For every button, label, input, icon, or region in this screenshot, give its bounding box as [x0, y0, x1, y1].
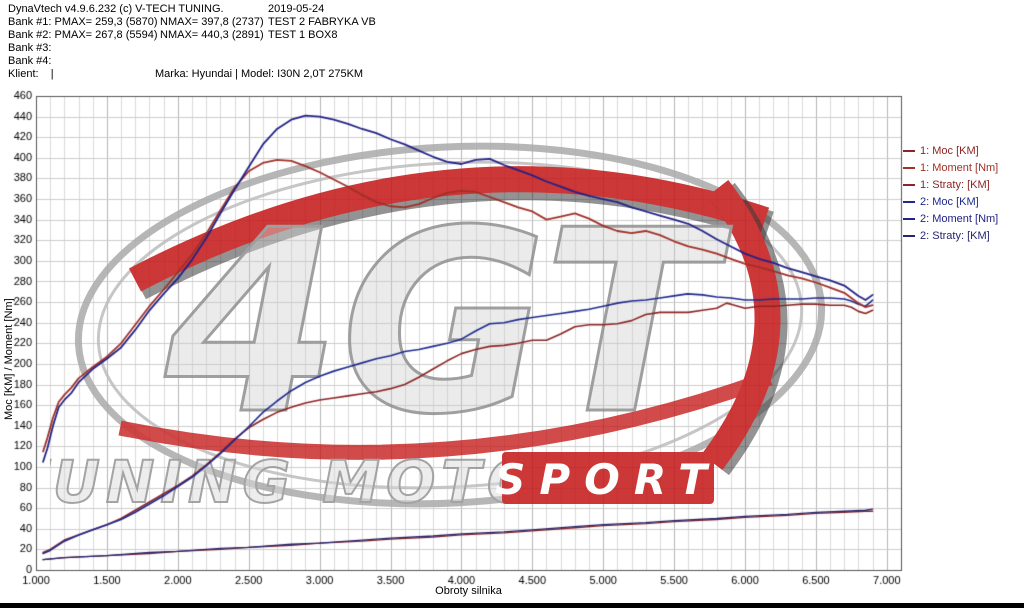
klient-label: Klient: | — [8, 68, 54, 80]
legend-item-1-straty: 1: Straty: [KM] — [903, 176, 998, 193]
legend-item-2-straty: 2: Straty: [KM] — [903, 227, 998, 244]
legend-item-1-moment: 1: Moment [Nm] — [903, 159, 998, 176]
bank1-test-name: TEST 2 FABRYKA VB — [268, 16, 376, 28]
legend-label: 1: Straty: [KM] — [920, 178, 990, 191]
bank3-label: Bank #3: — [8, 42, 52, 54]
legend-line-swatch — [903, 217, 915, 220]
session-date: 2019-05-24 — [268, 3, 325, 15]
y-axis-title: Moc [KM] / Moment [Nm] — [3, 298, 15, 420]
dyno-chart: 4GT TUNING MOTOR SPORT Obroty silnika Mo… — [0, 90, 1024, 603]
vehicle-info: Marka: Hyundai | Model: I30N 2,0T 275KM — [155, 68, 364, 80]
legend-line-swatch — [903, 183, 915, 186]
legend-label: 1: Moc [KM] — [920, 144, 979, 157]
legend-item-2-moment: 2: Moment [Nm] — [903, 210, 998, 227]
chart-legend: 1: Moc [KM] 1: Moment [Nm] 1: Straty: [K… — [903, 142, 998, 244]
legend-label: 2: Straty: [KM] — [920, 229, 990, 242]
bank2-pmax: Bank #2: PMAX= 267,8 (5594) — [8, 29, 158, 41]
legend-item-1-moc: 1: Moc [KM] — [903, 142, 998, 159]
legend-line-swatch — [903, 200, 915, 203]
app-title: DynaVtech v4.9.6.232 (c) V-TECH TUNING. — [8, 3, 224, 15]
window-bottom-edge — [0, 603, 1024, 608]
bank2-nmax: NMAX= 440,3 (2891) — [160, 29, 264, 41]
legend-label: 2: Moment [Nm] — [920, 212, 999, 225]
bank4-label: Bank #4: — [8, 55, 52, 67]
legend-item-2-moc: 2: Moc [KM] — [903, 193, 998, 210]
chart-curves — [0, 90, 1024, 603]
legend-label: 1: Moment [Nm] — [920, 161, 999, 174]
legend-line-swatch — [903, 149, 915, 152]
bank1-nmax: NMAX= 397,8 (2737) — [160, 16, 264, 28]
legend-line-swatch — [903, 166, 915, 169]
legend-label: 2: Moc [KM] — [920, 195, 979, 208]
legend-line-swatch — [903, 234, 915, 237]
bank1-pmax: Bank #1: PMAX= 259,3 (5870) — [8, 16, 158, 28]
bank2-test-name: TEST 1 BOX8 — [268, 29, 338, 41]
x-axis-title: Obroty silnika — [435, 585, 502, 597]
